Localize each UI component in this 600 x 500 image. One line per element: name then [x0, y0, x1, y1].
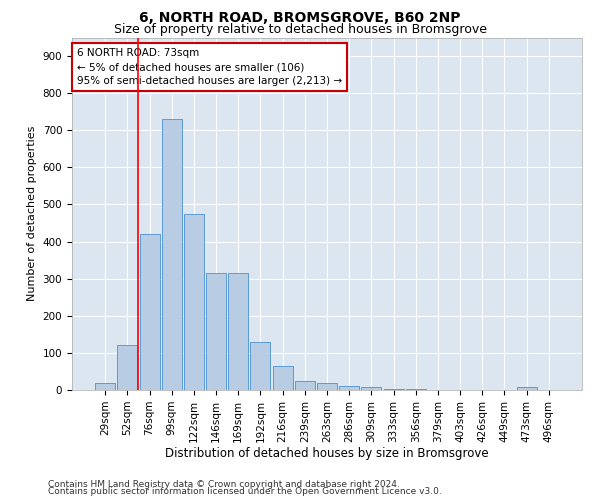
Bar: [228, 273, 248, 390]
Text: Contains public sector information licensed under the Open Government Licence v3: Contains public sector information licen…: [48, 487, 442, 496]
Bar: [95, 382, 115, 390]
Text: 6 NORTH ROAD: 73sqm
← 5% of detached houses are smaller (106)
95% of semi-detach: 6 NORTH ROAD: 73sqm ← 5% of detached hou…: [77, 48, 342, 86]
Bar: [140, 234, 160, 390]
Bar: [361, 387, 382, 390]
X-axis label: Distribution of detached houses by size in Bromsgrove: Distribution of detached houses by size …: [165, 448, 489, 460]
Bar: [295, 380, 315, 390]
Bar: [184, 214, 204, 390]
Bar: [162, 119, 182, 390]
Text: 6, NORTH ROAD, BROMSGROVE, B60 2NP: 6, NORTH ROAD, BROMSGROVE, B60 2NP: [139, 12, 461, 26]
Bar: [118, 346, 137, 390]
Bar: [250, 342, 271, 390]
Y-axis label: Number of detached properties: Number of detached properties: [27, 126, 37, 302]
Text: Contains HM Land Registry data © Crown copyright and database right 2024.: Contains HM Land Registry data © Crown c…: [48, 480, 400, 489]
Text: Size of property relative to detached houses in Bromsgrove: Size of property relative to detached ho…: [113, 22, 487, 36]
Bar: [339, 386, 359, 390]
Bar: [517, 387, 536, 390]
Bar: [383, 389, 404, 390]
Bar: [272, 366, 293, 390]
Bar: [317, 382, 337, 390]
Bar: [206, 273, 226, 390]
